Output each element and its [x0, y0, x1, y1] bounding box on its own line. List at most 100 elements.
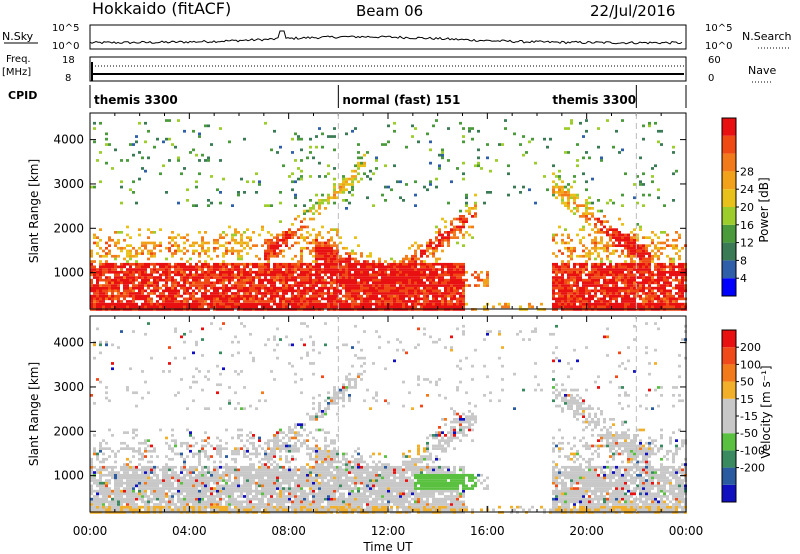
range-cell	[615, 244, 618, 247]
range-cell	[339, 241, 342, 245]
range-cell	[165, 465, 168, 469]
range-cell	[138, 457, 141, 461]
range-cell	[177, 273, 180, 277]
range-cell	[627, 300, 630, 303]
range-cell	[147, 265, 150, 269]
range-cell	[558, 177, 561, 181]
range-cell	[390, 270, 393, 274]
range-cell	[300, 249, 303, 253]
range-cell	[420, 254, 423, 258]
range-cell	[219, 300, 222, 303]
range-cell	[318, 257, 321, 261]
range-cell	[309, 276, 312, 279]
range-cell	[636, 233, 639, 237]
range-cell	[111, 268, 114, 271]
range-cell	[189, 431, 192, 434]
range-cell	[249, 294, 252, 298]
range-cell	[567, 196, 570, 200]
range-cell	[117, 489, 120, 493]
range-cell	[477, 273, 480, 277]
range-cell	[657, 273, 660, 277]
range-cell	[225, 292, 228, 295]
range-cell	[174, 273, 177, 277]
range-cell	[651, 302, 654, 306]
range-cell	[567, 201, 570, 205]
range-cell	[447, 281, 450, 285]
range-cell	[330, 254, 333, 258]
range-cell	[225, 294, 228, 298]
range-cell	[126, 159, 129, 162]
range-cell	[231, 292, 234, 295]
range-cell	[174, 268, 177, 271]
range-cell	[240, 294, 243, 298]
range-cell	[297, 273, 300, 277]
range-cell	[408, 268, 411, 271]
range-cell	[204, 444, 207, 448]
range-cell	[567, 151, 570, 154]
range-cell	[432, 305, 435, 309]
range-cell	[522, 135, 525, 138]
range-cell	[555, 302, 558, 306]
range-cell	[588, 196, 591, 200]
range-cell	[129, 254, 132, 258]
range-cell	[567, 127, 570, 130]
range-cell	[168, 292, 171, 295]
range-cell	[564, 286, 567, 290]
range-cell	[561, 292, 564, 295]
range-cell	[117, 484, 120, 488]
range-cell	[93, 449, 96, 453]
range-cell	[258, 292, 261, 295]
range-cell	[189, 473, 192, 477]
range-cell	[231, 294, 234, 298]
range-cell	[465, 209, 468, 213]
range-cell	[243, 268, 246, 271]
range-cell	[180, 479, 183, 482]
range-cell	[387, 278, 390, 282]
range-cell	[642, 276, 645, 279]
range-cell	[369, 297, 372, 301]
range-cell	[309, 270, 312, 274]
range-cell	[231, 270, 234, 274]
range-cell	[333, 228, 336, 231]
range-cell	[162, 481, 165, 485]
range-cell	[228, 297, 231, 301]
range-cell	[162, 484, 165, 488]
range-cell	[156, 505, 159, 509]
range-cell	[633, 294, 636, 298]
range-cell	[192, 487, 195, 490]
range-cell	[408, 246, 411, 250]
range-cell	[633, 249, 636, 253]
range-cell	[393, 281, 396, 285]
range-cell	[195, 292, 198, 295]
range-cell	[195, 380, 198, 384]
range-cell	[168, 444, 171, 448]
range-cell	[384, 270, 387, 274]
range-cell	[147, 439, 150, 442]
range-cell	[309, 289, 312, 293]
range-cell	[228, 225, 231, 229]
range-cell	[96, 378, 99, 381]
range-cell	[549, 137, 552, 141]
range-cell	[369, 177, 372, 181]
range-cell	[117, 294, 120, 298]
range-cell	[396, 278, 399, 282]
range-cell	[441, 265, 444, 269]
range-cell	[306, 270, 309, 274]
range-cell	[339, 289, 342, 293]
range-cell	[390, 257, 393, 261]
range-cell	[387, 268, 390, 271]
range-cell	[129, 294, 132, 298]
range-cell	[156, 455, 159, 458]
range-cell	[456, 225, 459, 229]
range-cell	[567, 284, 570, 287]
range-cell	[267, 268, 270, 271]
range-cell	[114, 473, 117, 477]
range-cell	[207, 159, 210, 162]
range-cell	[669, 244, 672, 247]
range-cell	[219, 278, 222, 282]
range-cell	[93, 434, 96, 437]
range-cell	[264, 276, 267, 279]
range-cell	[132, 246, 135, 250]
nave-tick-bottom: 0	[708, 73, 714, 84]
range-cell	[633, 300, 636, 303]
